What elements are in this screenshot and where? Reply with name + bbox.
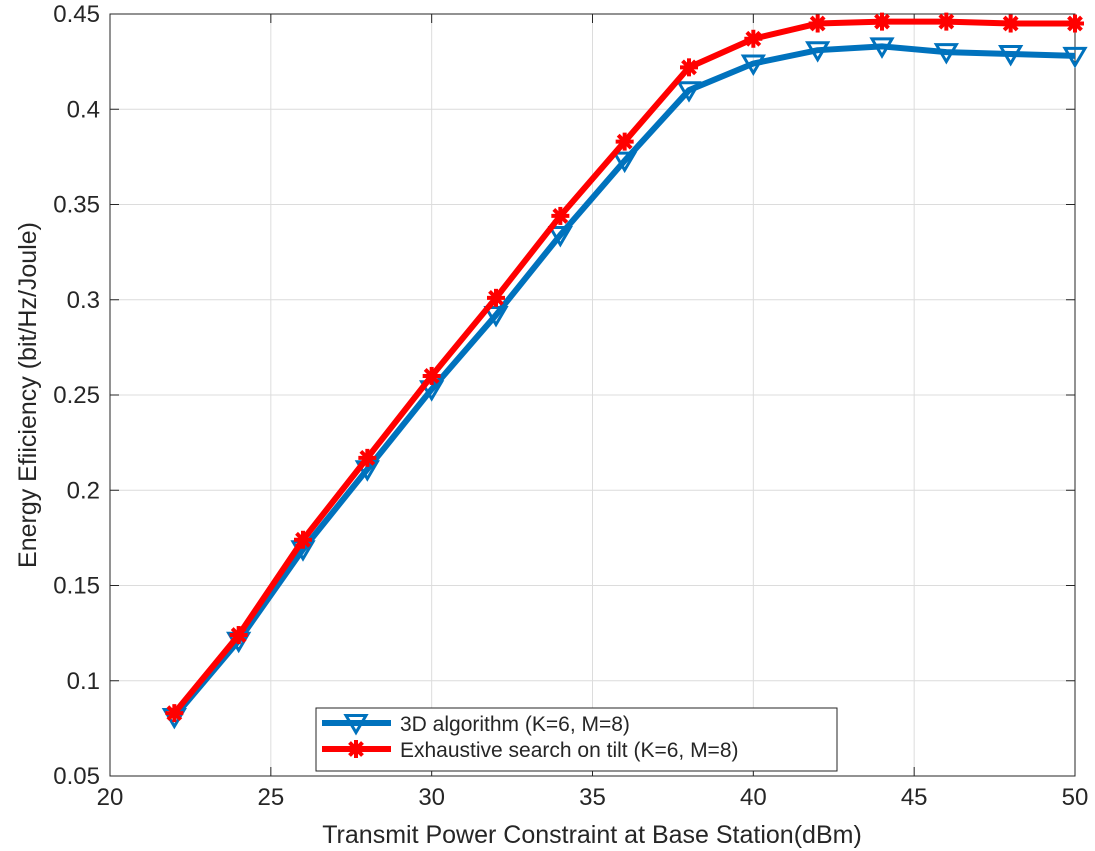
asterisk-stroke xyxy=(423,368,440,384)
legend-marker-shape xyxy=(347,740,365,758)
data-point xyxy=(483,305,509,328)
data-point xyxy=(676,81,702,103)
x-tick-label: 40 xyxy=(740,784,767,811)
data-point xyxy=(805,41,831,63)
x-tick-label: 50 xyxy=(1062,784,1089,811)
x-tick-label: 35 xyxy=(579,784,606,811)
y-axis-label: Energy Efiiciency (bit/Hz/Joule) xyxy=(14,222,42,568)
y-tick-label: 0.35 xyxy=(53,192,100,219)
data-point xyxy=(1001,14,1020,33)
asterisk-stroke xyxy=(166,705,183,722)
asterisk-stroke xyxy=(1067,15,1083,32)
legend-marker-exhaustive-search xyxy=(347,740,365,758)
asterisk-stroke xyxy=(488,289,504,306)
data-point xyxy=(294,530,312,549)
asterisk-stroke xyxy=(874,13,890,30)
data-point xyxy=(740,54,766,76)
asterisk-stroke xyxy=(809,15,826,32)
asterisk-stroke xyxy=(552,208,569,224)
data-point xyxy=(873,12,891,31)
y-tick-label: 0.4 xyxy=(67,96,100,123)
asterisk-stroke xyxy=(745,30,762,47)
data-point xyxy=(680,58,698,77)
x-tick-label: 30 xyxy=(418,784,445,811)
asterisk-stroke xyxy=(938,13,955,30)
asterisk-stroke xyxy=(295,531,311,548)
data-point xyxy=(1062,46,1088,69)
data-point xyxy=(744,29,763,48)
asterisk-stroke xyxy=(230,627,247,643)
data-point xyxy=(615,132,634,151)
data-point xyxy=(358,448,377,467)
data-point xyxy=(547,225,573,248)
data-point xyxy=(933,43,959,65)
y-tick-label: 0.15 xyxy=(53,573,100,600)
y-tick-label: 0.45 xyxy=(53,1,100,28)
y-tick-label: 0.25 xyxy=(53,382,100,409)
asterisk-stroke xyxy=(359,449,376,466)
data-point xyxy=(422,366,441,385)
x-tick-labels: 20 25 30 35 40 45 50 xyxy=(97,784,1089,811)
data-point xyxy=(229,626,248,645)
y-tick-label: 0.1 xyxy=(67,668,100,695)
legend-marker-3d-algorithm xyxy=(343,714,369,736)
data-point xyxy=(998,45,1024,67)
legend-label-3d-algorithm: 3D algorithm (K=6, M=8) xyxy=(400,713,630,736)
y-tick-label: 0.05 xyxy=(53,763,100,790)
x-tick-label: 25 xyxy=(257,784,284,811)
legend-label-exhaustive-search: Exhaustive search on tilt (K=6, M=8) xyxy=(400,739,739,762)
y-tick-labels: 0.05 0.1 0.15 0.2 0.25 0.3 0.35 0.4 0.45 xyxy=(53,1,100,790)
series-line-3d-algorithm xyxy=(172,43,1076,719)
x-tick-label: 45 xyxy=(901,784,928,811)
series-exhaustive-search xyxy=(165,12,1084,723)
y-tick-label: 0.2 xyxy=(67,477,100,504)
data-point xyxy=(165,704,184,723)
data-point xyxy=(808,14,827,33)
legend-box xyxy=(315,707,838,772)
asterisk-stroke xyxy=(348,741,364,757)
asterisk-stroke xyxy=(1002,15,1019,32)
grid xyxy=(110,14,1075,776)
x-axis-label: Transmit Power Constraint at Base Statio… xyxy=(322,821,862,849)
legend-marker-shape xyxy=(343,714,369,736)
series-layer xyxy=(161,12,1088,730)
y-tick-label: 0.3 xyxy=(67,287,100,314)
x-tick-label: 20 xyxy=(97,784,124,811)
data-point xyxy=(869,37,895,59)
legend: 3D algorithm (K=6, M=8) Exhaustive searc… xyxy=(315,707,838,772)
data-point xyxy=(551,206,570,225)
data-point xyxy=(937,12,956,31)
asterisk-stroke xyxy=(616,133,633,150)
data-point xyxy=(1066,14,1084,33)
asterisk-stroke xyxy=(681,59,697,76)
data-point xyxy=(487,288,505,307)
data-point xyxy=(612,151,638,174)
